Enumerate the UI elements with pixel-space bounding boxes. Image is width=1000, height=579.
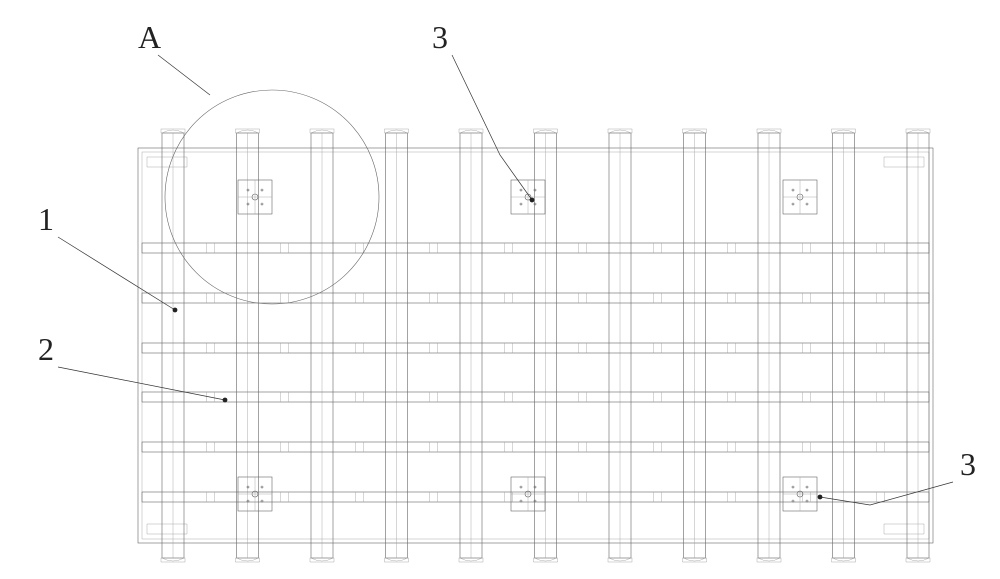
callouts: A 3 1 2 3 [38, 19, 976, 505]
leader [58, 237, 177, 312]
callout-label-2: 2 [38, 331, 54, 367]
vertical-bar [161, 129, 185, 562]
mount-pad [783, 180, 817, 214]
horizontal-bar [142, 442, 929, 452]
callout-label-3: 3 [960, 446, 976, 482]
mount-pad [238, 477, 272, 511]
mount-pad [783, 477, 817, 511]
callout-label-A: A [138, 19, 161, 55]
mount-pad [511, 180, 545, 214]
vertical-bar [832, 129, 856, 562]
vertical-bar [310, 129, 334, 562]
vertical-bar [683, 129, 707, 562]
vertical-bar [534, 129, 558, 562]
vertical-bar [459, 129, 483, 562]
callout-label-3: 3 [432, 19, 448, 55]
mount-pads [238, 180, 817, 511]
corner-tabs [147, 157, 924, 534]
mount-pad [511, 477, 545, 511]
horizontal-bar [142, 392, 929, 402]
leader [818, 482, 953, 505]
vertical-bar [906, 129, 930, 562]
leader [158, 55, 210, 95]
horizontal-bars [142, 243, 929, 502]
horizontal-bar [142, 343, 929, 353]
leader [58, 367, 227, 402]
mount-pad [238, 180, 272, 214]
callout-label-1: 1 [38, 201, 54, 237]
horizontal-bar [142, 243, 929, 253]
main-frame [138, 148, 933, 543]
vertical-bar [608, 129, 632, 562]
horizontal-bar [142, 293, 929, 303]
technical-drawing: A 3 1 2 3 [38, 19, 976, 562]
vertical-bar [385, 129, 409, 562]
vertical-bar [757, 129, 781, 562]
vertical-bars [161, 129, 930, 562]
